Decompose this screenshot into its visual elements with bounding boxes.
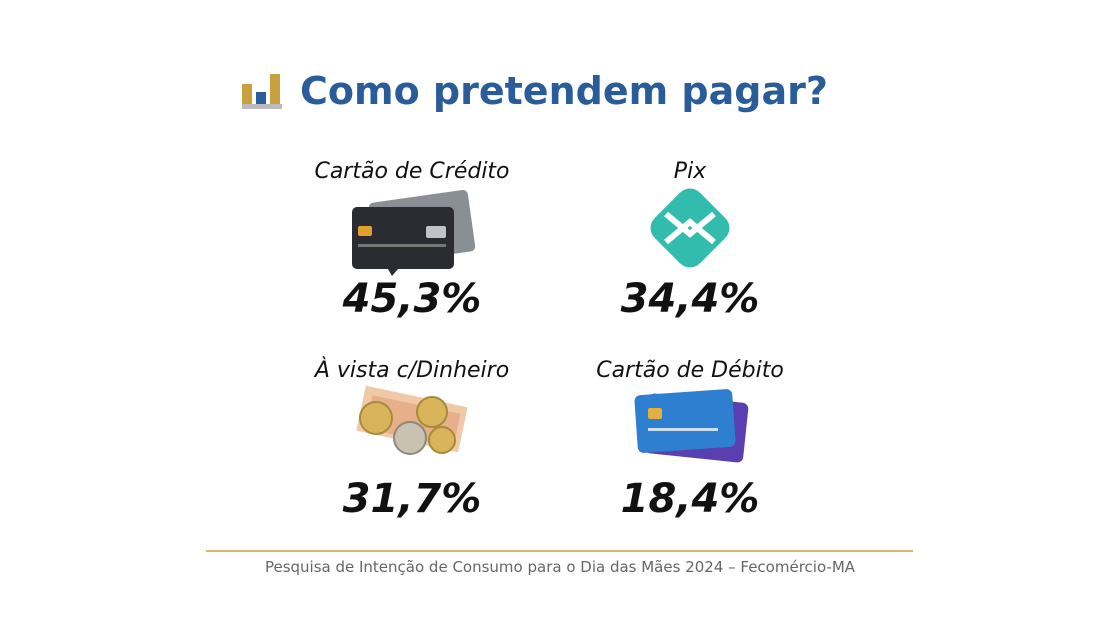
title-icon	[242, 74, 282, 109]
item-value: 34,4%	[621, 276, 760, 322]
debit-card-icon	[634, 389, 749, 463]
pix-icon	[650, 188, 730, 268]
item-value: 18,4%	[621, 476, 760, 522]
credit-card-icon	[352, 189, 476, 276]
item-label: À vista c/Dinheiro	[313, 357, 509, 383]
footer-source: Pesquisa de Intenção de Consumo para o D…	[265, 558, 856, 576]
item-label: Pix	[674, 159, 707, 184]
item-value: 45,3%	[342, 276, 482, 322]
title: Como pretendem pagar?	[300, 69, 828, 113]
cash-icon	[356, 385, 468, 455]
item-label: Cartão de Débito	[596, 358, 784, 383]
item-value: 31,7%	[343, 476, 482, 522]
item-label: Cartão de Crédito	[314, 159, 509, 184]
